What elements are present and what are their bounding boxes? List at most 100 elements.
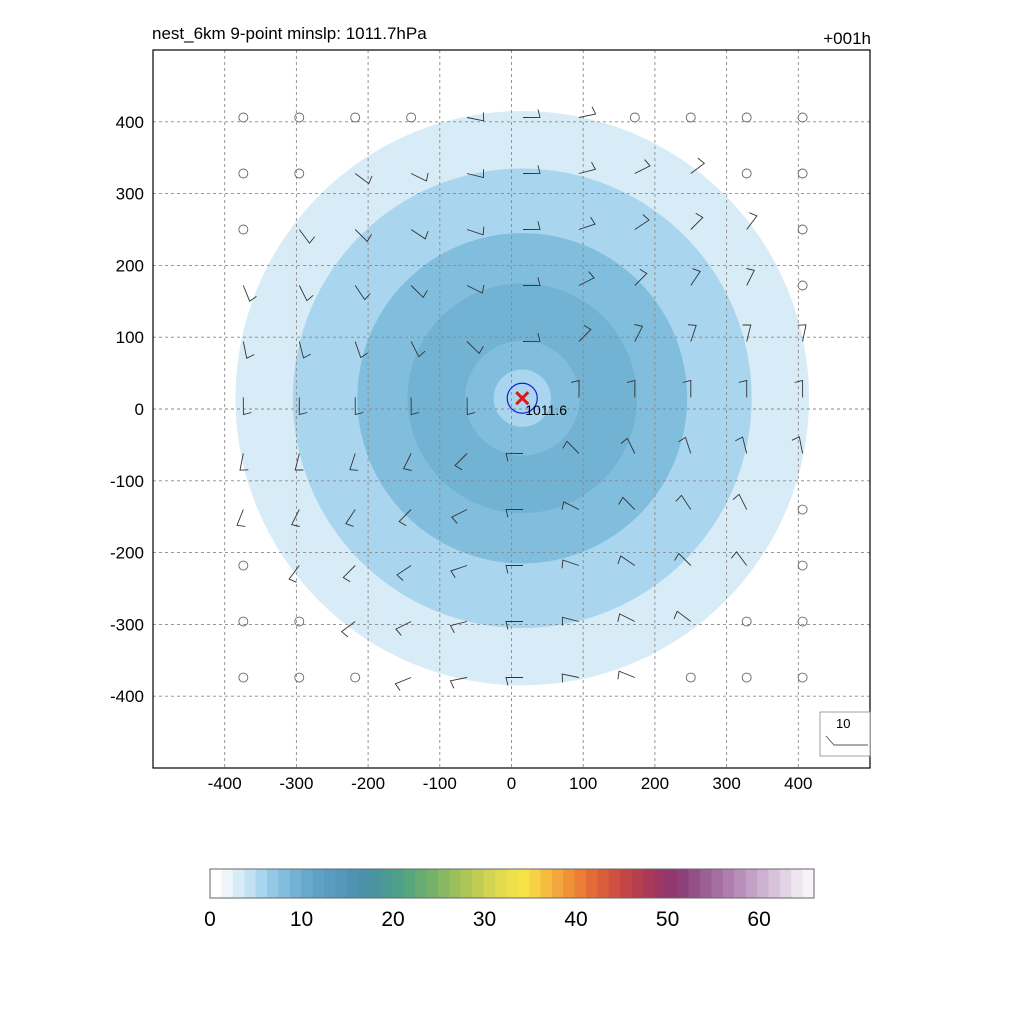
wind-barb bbox=[410, 285, 428, 299]
calm-wind-circle bbox=[406, 112, 417, 123]
wind-barb bbox=[236, 509, 246, 527]
wind-barb bbox=[466, 341, 484, 355]
wind-barb bbox=[466, 226, 485, 236]
wind-barb bbox=[342, 565, 356, 583]
wind-barb bbox=[617, 670, 635, 680]
wind-barb bbox=[797, 324, 807, 342]
colorbar-swatch bbox=[551, 869, 564, 898]
y-tick-label: 300 bbox=[116, 185, 144, 204]
calm-wind-circle bbox=[797, 504, 808, 515]
wind-barb bbox=[578, 216, 596, 230]
wind-barb bbox=[687, 324, 697, 342]
wind-barb bbox=[354, 397, 364, 416]
wind-barb bbox=[746, 268, 755, 286]
wind-barb bbox=[242, 397, 252, 416]
calm-wind-circle bbox=[797, 224, 808, 235]
wind-barb bbox=[466, 397, 476, 416]
x-tick-label: 100 bbox=[569, 774, 597, 793]
wind-barbs bbox=[236, 106, 808, 691]
wind-barb bbox=[690, 268, 701, 286]
colorbar-swatch bbox=[620, 869, 633, 898]
calm-wind-circle bbox=[238, 560, 249, 571]
wind-barb bbox=[674, 552, 692, 566]
wind-barb bbox=[505, 452, 524, 462]
wind-barb bbox=[505, 677, 523, 686]
wind-barb bbox=[561, 559, 580, 569]
y-tick-label: -200 bbox=[110, 544, 144, 563]
colorbar-swatch bbox=[574, 869, 587, 898]
calm-wind-circle bbox=[741, 616, 752, 627]
calm-wind-circle bbox=[294, 616, 305, 627]
calm-wind-circle bbox=[238, 112, 249, 123]
wind-barb bbox=[634, 159, 651, 174]
wind-barb bbox=[634, 268, 648, 286]
chart-title: nest_6km 9-point minslp: 1011.7hPa bbox=[152, 24, 427, 43]
center-cross bbox=[515, 391, 530, 406]
calm-wind-circle bbox=[238, 224, 249, 235]
colorbar-swatch bbox=[768, 869, 781, 898]
calm-wind-circle bbox=[238, 168, 249, 179]
colorbar-swatch bbox=[335, 869, 348, 898]
wind-barb bbox=[345, 509, 356, 527]
wind-barb bbox=[294, 453, 304, 471]
colorbar-swatch bbox=[494, 869, 507, 898]
x-axis-ticks: -400 -300 -200 -100 0 100 200 300 400 bbox=[208, 774, 813, 793]
colorbar-swatch bbox=[677, 869, 690, 898]
colorbar-swatch bbox=[426, 869, 439, 898]
wind-barb bbox=[617, 555, 636, 566]
wind-barb bbox=[730, 551, 748, 566]
wind-barb bbox=[505, 565, 523, 574]
colorbar-swatch bbox=[734, 869, 747, 898]
wind-barb bbox=[634, 324, 644, 342]
wind-barb bbox=[626, 379, 636, 398]
wind-barb bbox=[451, 509, 468, 524]
calm-wind-circle bbox=[294, 112, 305, 123]
colorbar-swatch bbox=[380, 869, 393, 898]
wind-barb bbox=[340, 621, 356, 638]
colorbar-swatch bbox=[392, 869, 405, 898]
barb-legend-sample bbox=[825, 735, 868, 746]
wind-barb bbox=[410, 229, 429, 240]
x-tick-label: -200 bbox=[351, 774, 385, 793]
wind-barb bbox=[466, 284, 485, 294]
colorbar-swatch bbox=[722, 869, 735, 898]
x-tick-label: 400 bbox=[784, 774, 812, 793]
forecast-hour-label: +001h bbox=[823, 29, 871, 48]
colorbar-swatch bbox=[597, 869, 610, 898]
colorbar-tick-label: 0 bbox=[204, 908, 216, 931]
y-tick-label: -300 bbox=[110, 615, 144, 634]
wind-barb bbox=[562, 440, 580, 454]
wind-barb bbox=[354, 173, 373, 185]
wind-barb bbox=[742, 324, 752, 342]
y-tick-label: -100 bbox=[110, 472, 144, 491]
colorbar-swatch bbox=[779, 869, 792, 898]
wind-barb bbox=[561, 673, 579, 683]
colorbar-swatch bbox=[529, 869, 542, 898]
colorbar-swatch bbox=[301, 869, 314, 898]
calm-wind-circle bbox=[741, 168, 752, 179]
wind-barb bbox=[395, 621, 412, 636]
y-tick-label: 200 bbox=[116, 256, 144, 275]
colorbar-swatch bbox=[323, 869, 336, 898]
barb-legend-box bbox=[819, 711, 871, 757]
wind-barb bbox=[578, 271, 595, 286]
wind-barb bbox=[410, 341, 426, 358]
wind-barb bbox=[291, 509, 300, 527]
colorbar-swatch bbox=[802, 869, 815, 898]
x-tick-label: -400 bbox=[208, 774, 242, 793]
y-tick-label: 100 bbox=[116, 328, 144, 347]
colorbar-swatch bbox=[745, 869, 758, 898]
calm-wind-circle bbox=[797, 616, 808, 627]
wind-barb bbox=[450, 565, 468, 579]
wind-barb bbox=[634, 214, 650, 230]
colorbar-tick-label: 60 bbox=[747, 908, 770, 931]
colorbar-swatch bbox=[688, 869, 701, 898]
colorbar-swatch bbox=[586, 869, 599, 898]
colorbar-swatch bbox=[255, 869, 268, 898]
wind-barb bbox=[673, 610, 692, 622]
wind-barb bbox=[617, 613, 636, 622]
barb-legend-label: 10 bbox=[836, 716, 850, 731]
wind-barb bbox=[678, 436, 692, 454]
colorbar-swatch bbox=[232, 869, 245, 898]
center-ring bbox=[506, 382, 538, 414]
